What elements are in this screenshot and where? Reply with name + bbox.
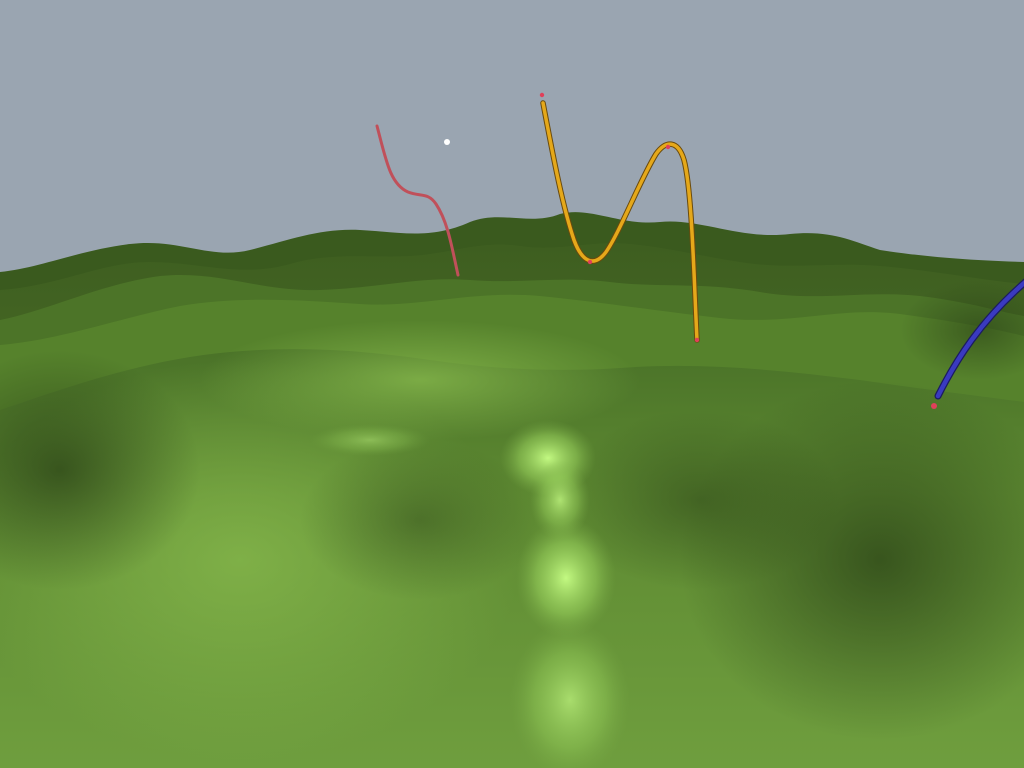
specular-highlight (310, 424, 430, 456)
terrain-shadow-patch (300, 440, 540, 600)
yellow-spline-curve[interactable] (541, 101, 699, 342)
terrain-shadow-patch (0, 350, 200, 590)
control-point[interactable] (694, 337, 700, 343)
specular-highlight (516, 518, 616, 638)
light-source-marker[interactable] (444, 139, 450, 145)
terrain-shadow-patch (560, 410, 840, 590)
blue-spline-curve[interactable] (935, 278, 1024, 399)
red-spline-curve[interactable] (375, 124, 460, 277)
terrain-shadow-patch (900, 280, 1024, 380)
control-point[interactable] (587, 259, 593, 265)
control-point[interactable] (931, 403, 937, 409)
control-point[interactable] (539, 92, 545, 98)
control-point[interactable] (665, 144, 671, 150)
terrain-light-patch (200, 320, 640, 440)
specular-highlight (510, 620, 630, 768)
